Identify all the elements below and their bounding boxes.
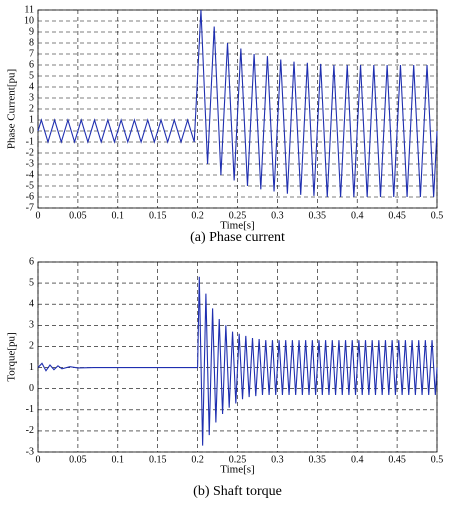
y-tick-label: 10 xyxy=(24,15,34,26)
x-tick-label: 0.25 xyxy=(229,210,247,221)
caption: (a) Phase current xyxy=(190,230,285,245)
x-axis-label: Time[s] xyxy=(220,220,254,232)
y-axis-label: Phase Current[pu] xyxy=(6,69,18,149)
y-tick-label: 8 xyxy=(29,37,34,48)
y-tick-label: -6 xyxy=(26,191,34,202)
x-tick-label: 0.5 xyxy=(431,210,444,221)
x-tick-label: 0.45 xyxy=(388,210,406,221)
x-tick-label: 0.3 xyxy=(271,454,284,465)
y-tick-label: 3 xyxy=(29,320,34,331)
x-tick-label: 0.2 xyxy=(191,210,204,221)
x-tick-label: 0.4 xyxy=(351,210,364,221)
y-tick-label: 4 xyxy=(29,81,34,92)
y-tick-label: 1 xyxy=(29,114,34,125)
y-tick-label: -1 xyxy=(26,136,34,147)
x-tick-label: 0.4 xyxy=(351,454,364,465)
x-tick-label: 0.1 xyxy=(112,210,125,221)
plot-frame xyxy=(37,9,438,209)
y-tick-label: 7 xyxy=(29,48,34,59)
x-tick-label: 0.05 xyxy=(69,210,87,221)
y-tick-label: 5 xyxy=(29,277,34,288)
y-tick-label: -1 xyxy=(26,404,34,415)
x-axis-label: Time[s] xyxy=(220,464,254,476)
y-tick-label: -5 xyxy=(26,180,34,191)
caption: (b) Shaft torque xyxy=(193,484,282,499)
plot-frame xyxy=(37,261,438,453)
y-tick-label: 2 xyxy=(29,103,34,114)
y-tick-label: 5 xyxy=(29,70,34,81)
y-axis-label: Torque[pu] xyxy=(6,332,18,381)
y-tick-label: -4 xyxy=(26,169,34,180)
x-tick-label: 0.45 xyxy=(388,454,406,465)
x-tick-label: 0.1 xyxy=(112,454,125,465)
x-tick-label: 0 xyxy=(36,454,41,465)
y-tick-label: 3 xyxy=(29,92,34,103)
y-tick-label: 0 xyxy=(29,383,34,394)
data-line xyxy=(37,276,438,446)
x-tick-label: 0.3 xyxy=(271,210,284,221)
y-tick-label: -3 xyxy=(26,158,34,169)
y-tick-label: -3 xyxy=(26,446,34,457)
x-tick-label: 0.5 xyxy=(431,454,444,465)
x-tick-label: 0.2 xyxy=(191,454,204,465)
x-tick-label: 0.35 xyxy=(309,454,327,465)
x-tick-label: 0.15 xyxy=(149,454,167,465)
y-tick-label: 0 xyxy=(29,125,34,136)
y-tick-label: 6 xyxy=(29,256,34,267)
y-tick-label: 9 xyxy=(29,26,34,37)
data-line xyxy=(37,9,438,198)
x-tick-label: 0 xyxy=(36,210,41,221)
x-tick-label: 0.05 xyxy=(69,454,87,465)
y-tick-label: 2 xyxy=(29,341,34,352)
y-tick-label: -2 xyxy=(26,147,34,158)
x-tick-label: 0.15 xyxy=(149,210,167,221)
y-tick-label: -2 xyxy=(26,425,34,436)
y-tick-label: 4 xyxy=(29,299,34,310)
y-tick-label: 11 xyxy=(24,4,34,15)
x-tick-label: 0.35 xyxy=(309,210,327,221)
y-tick-label: 1 xyxy=(29,362,34,373)
y-tick-label: 6 xyxy=(29,59,34,70)
x-tick-label: 0.25 xyxy=(229,454,247,465)
y-tick-label: -7 xyxy=(26,202,34,213)
